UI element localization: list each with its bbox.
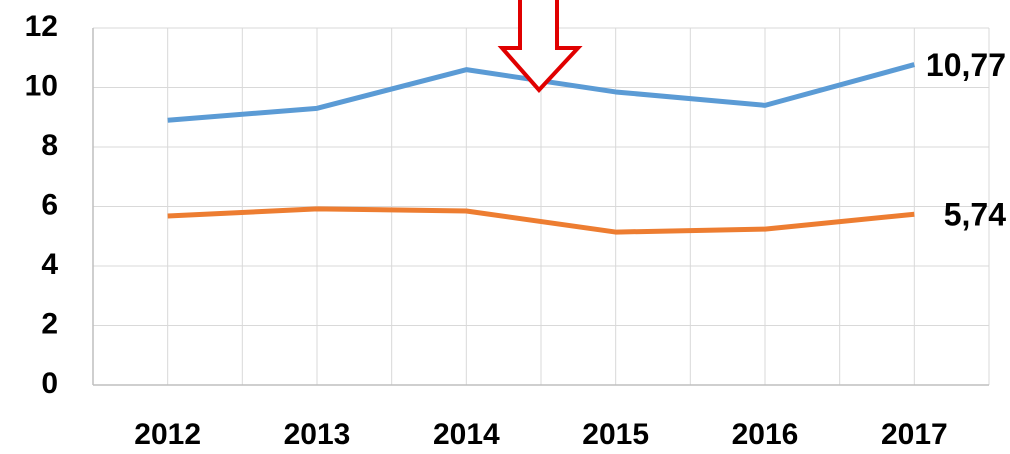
x-tick-label: 2013: [284, 418, 351, 451]
x-tick-label: 2012: [134, 418, 201, 451]
data-label: 10,77: [926, 47, 1006, 83]
y-tick-label: 2: [41, 307, 58, 340]
y-tick-label: 12: [25, 10, 58, 43]
arrow-annotation: [497, 0, 583, 93]
y-tick-label: 4: [41, 248, 58, 281]
x-tick-label: 2014: [433, 418, 500, 451]
x-tick-label: 2016: [732, 418, 799, 451]
data-label: 5,74: [944, 197, 1006, 233]
y-tick-label: 8: [41, 129, 58, 162]
y-tick-label: 10: [25, 69, 58, 102]
x-tick-label: 2015: [582, 418, 649, 451]
y-tick-label: 6: [41, 188, 58, 221]
y-tick-label: 0: [41, 367, 58, 400]
x-tick-label: 2017: [881, 418, 948, 451]
series-line: [167, 206, 915, 235]
